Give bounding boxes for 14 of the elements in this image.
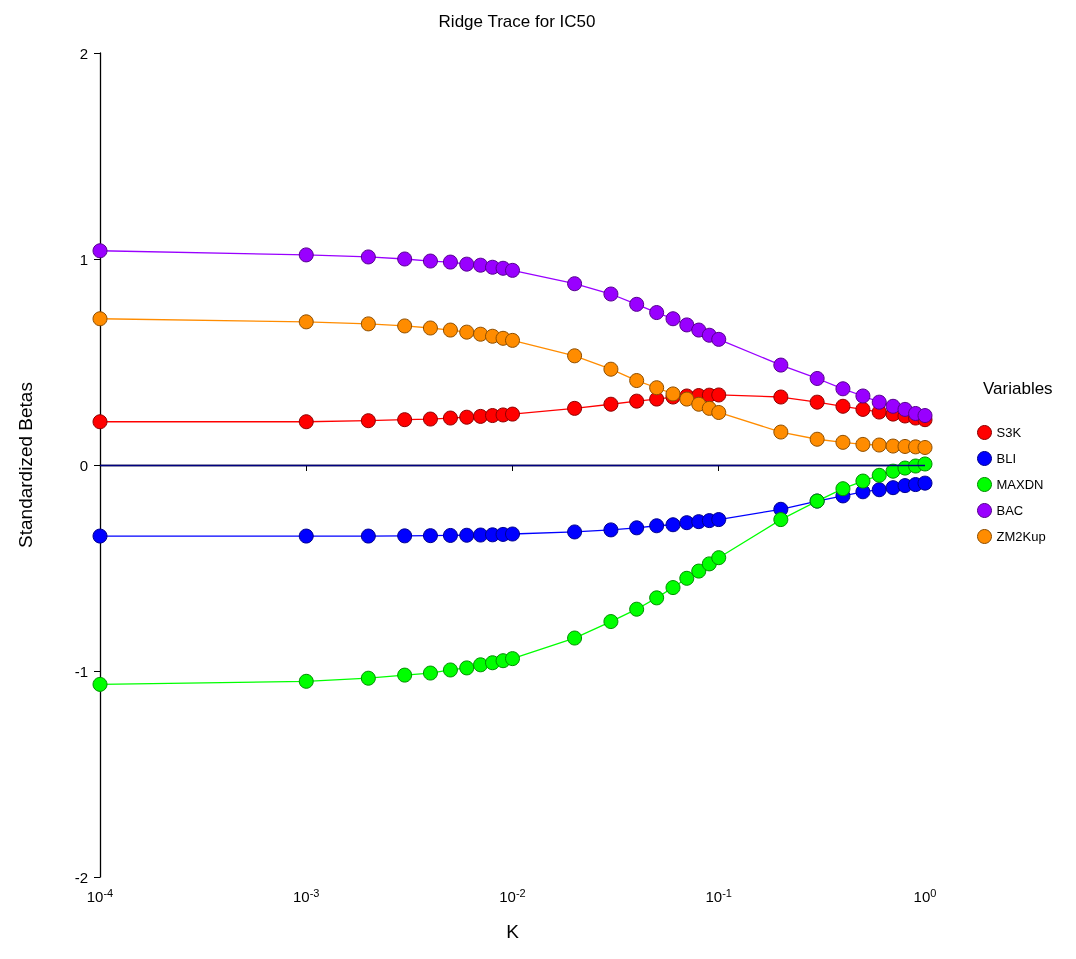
y-tick-label: -1 xyxy=(74,662,88,680)
legend-label: BAC xyxy=(996,503,1024,518)
y-tick-label: -2 xyxy=(74,868,88,886)
legend-label: S3K xyxy=(996,425,1022,440)
chart-title: Ridge Trace for IC50 xyxy=(438,12,596,31)
legend-title: Variables xyxy=(983,379,1053,398)
y-tick-label: 2 xyxy=(79,44,88,62)
y-axis-title: Standardized Betas xyxy=(15,382,36,548)
y-tick-label: 0 xyxy=(79,456,88,474)
legend-label: BLI xyxy=(996,451,1017,466)
y-tick-label: 1 xyxy=(79,250,88,268)
legend-label: MAXDN xyxy=(996,477,1044,492)
legend-label: ZM2Kup xyxy=(996,529,1046,544)
x-axis-title: K xyxy=(506,921,520,942)
